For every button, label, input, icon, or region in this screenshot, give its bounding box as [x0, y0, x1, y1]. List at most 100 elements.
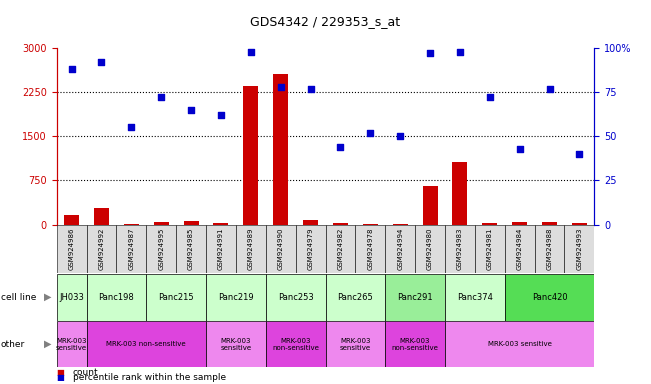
Point [126, 124, 137, 131]
Bar [445, 321, 594, 367]
Bar [326, 225, 355, 273]
Text: Panc215: Panc215 [158, 293, 194, 302]
Point [335, 144, 346, 150]
Bar [512, 222, 527, 225]
Text: GSM924979: GSM924979 [307, 227, 314, 270]
Bar [87, 274, 146, 321]
Bar [475, 225, 505, 273]
Bar [415, 225, 445, 273]
Bar [266, 274, 326, 321]
Text: GSM924989: GSM924989 [248, 227, 254, 270]
Point [484, 94, 495, 101]
Point [215, 112, 226, 118]
Text: cell line: cell line [1, 293, 36, 302]
Bar [355, 225, 385, 273]
Text: GSM924994: GSM924994 [397, 227, 403, 270]
Bar [445, 225, 475, 273]
Bar [206, 225, 236, 273]
Point [186, 107, 197, 113]
Bar [206, 321, 266, 367]
Bar [214, 223, 229, 225]
Text: GSM924983: GSM924983 [457, 227, 463, 270]
Bar [303, 220, 318, 225]
Bar [363, 224, 378, 225]
Text: ▶: ▶ [44, 292, 52, 302]
Bar [176, 225, 206, 273]
Bar [273, 74, 288, 225]
Text: GSM924985: GSM924985 [188, 227, 194, 270]
Point [365, 130, 376, 136]
Text: percentile rank within the sample: percentile rank within the sample [73, 372, 226, 382]
Text: MRK-003
sensitive: MRK-003 sensitive [220, 338, 251, 351]
Point [156, 94, 167, 101]
Text: Panc219: Panc219 [218, 293, 254, 302]
Text: MRK-003 sensitive: MRK-003 sensitive [488, 341, 551, 347]
Bar [505, 274, 594, 321]
Text: Panc374: Panc374 [457, 293, 493, 302]
Bar [385, 274, 445, 321]
Point [245, 48, 256, 55]
Bar [146, 274, 206, 321]
Bar [266, 321, 326, 367]
Bar [326, 274, 385, 321]
Text: MRK-003
non-sensitive: MRK-003 non-sensitive [272, 338, 319, 351]
Point [454, 48, 465, 55]
Text: GSM924980: GSM924980 [427, 227, 433, 270]
Bar [422, 186, 437, 225]
Text: GSM924992: GSM924992 [98, 227, 104, 270]
Point [305, 86, 316, 92]
Point [574, 151, 585, 157]
Bar [154, 222, 169, 225]
Text: GSM924988: GSM924988 [547, 227, 553, 270]
Text: GSM924995: GSM924995 [158, 227, 164, 270]
Bar [534, 225, 564, 273]
Point [514, 146, 525, 152]
Text: GSM924986: GSM924986 [68, 227, 75, 270]
Bar [64, 215, 79, 225]
Text: ▶: ▶ [44, 339, 52, 349]
Bar [326, 321, 385, 367]
Point [544, 86, 555, 92]
Bar [385, 321, 445, 367]
Bar [57, 225, 87, 273]
Bar [542, 222, 557, 225]
Point [425, 50, 436, 56]
Text: GSM924993: GSM924993 [576, 227, 583, 270]
Bar [572, 223, 587, 225]
Text: GSM924991: GSM924991 [218, 227, 224, 270]
Text: Panc265: Panc265 [337, 293, 373, 302]
Bar [452, 162, 467, 225]
Bar [206, 274, 266, 321]
Text: MRK-003 non-sensitive: MRK-003 non-sensitive [107, 341, 186, 347]
Bar [243, 86, 258, 225]
Bar [184, 222, 199, 225]
Bar [445, 274, 505, 321]
Bar [146, 225, 176, 273]
Text: ■: ■ [57, 372, 64, 382]
Text: other: other [1, 339, 25, 349]
Text: GSM924987: GSM924987 [128, 227, 134, 270]
Bar [296, 225, 326, 273]
Point [96, 59, 107, 65]
Text: GSM924984: GSM924984 [517, 227, 523, 270]
Bar [333, 223, 348, 225]
Bar [87, 321, 206, 367]
Bar [482, 223, 497, 225]
Bar [117, 225, 146, 273]
Text: ■: ■ [57, 368, 64, 377]
Bar [94, 208, 109, 225]
Bar [393, 224, 408, 225]
Point [275, 84, 286, 90]
Text: GSM924978: GSM924978 [367, 227, 373, 270]
Bar [564, 225, 594, 273]
Text: MRK-003
sensitive: MRK-003 sensitive [340, 338, 371, 351]
Text: Panc420: Panc420 [532, 293, 568, 302]
Bar [505, 225, 534, 273]
Text: GDS4342 / 229353_s_at: GDS4342 / 229353_s_at [251, 15, 400, 28]
Bar [57, 274, 87, 321]
Text: Panc291: Panc291 [397, 293, 433, 302]
Bar [87, 225, 117, 273]
Text: JH033: JH033 [59, 293, 84, 302]
Point [395, 133, 406, 139]
Point [66, 66, 77, 72]
